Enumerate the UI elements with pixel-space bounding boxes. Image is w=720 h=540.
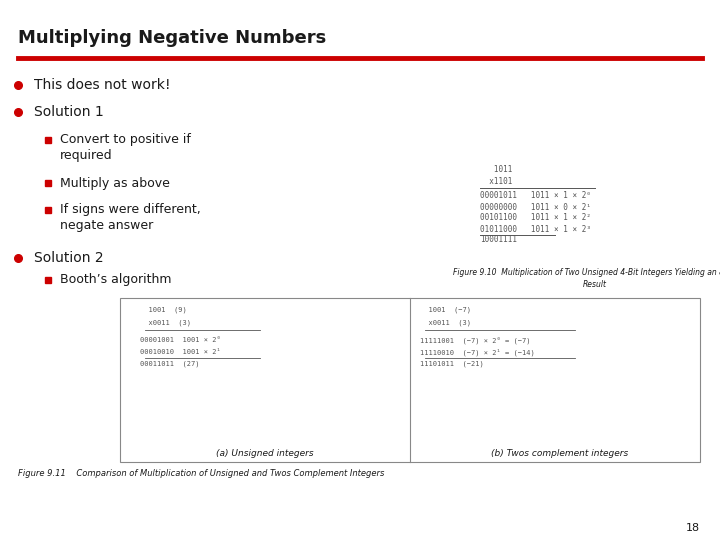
- Text: 00001011   1011 × 1 × 2⁰: 00001011 1011 × 1 × 2⁰: [480, 192, 591, 200]
- Text: 1001  (−7): 1001 (−7): [420, 307, 471, 313]
- Text: 00101100   1011 × 1 × 2²: 00101100 1011 × 1 × 2²: [480, 213, 591, 222]
- Text: 10001111: 10001111: [480, 235, 517, 245]
- Text: x1101: x1101: [480, 178, 513, 186]
- Text: negate answer: negate answer: [60, 219, 153, 233]
- Text: Multiply as above: Multiply as above: [60, 177, 170, 190]
- Text: (a) Unsigned integers: (a) Unsigned integers: [216, 449, 314, 457]
- Text: Solution 1: Solution 1: [34, 105, 104, 119]
- Text: 01011000   1011 × 1 × 2³: 01011000 1011 × 1 × 2³: [480, 225, 591, 233]
- Text: 00001001  1001 × 2⁰: 00001001 1001 × 2⁰: [140, 337, 221, 343]
- Text: Booth’s algorithm: Booth’s algorithm: [60, 273, 171, 287]
- Text: Figure 9.11    Comparison of Multiplication of Unsigned and Twos Complement Inte: Figure 9.11 Comparison of Multiplication…: [18, 469, 384, 478]
- Text: 11101011  (−21): 11101011 (−21): [420, 361, 484, 367]
- Text: 11111001  (−7) × 2⁰ = (−7): 11111001 (−7) × 2⁰ = (−7): [420, 336, 531, 344]
- Text: 1001  (9): 1001 (9): [140, 307, 186, 313]
- Text: 00000000   1011 × 0 × 2¹: 00000000 1011 × 0 × 2¹: [480, 202, 591, 212]
- Text: Figure 9.10  Multiplication of Two Unsigned 4-Bit Integers Yielding an 8-Bit
Res: Figure 9.10 Multiplication of Two Unsign…: [453, 268, 720, 289]
- Text: If signs were different,: If signs were different,: [60, 204, 201, 217]
- Text: This does not work!: This does not work!: [34, 78, 171, 92]
- Text: Multiplying Negative Numbers: Multiplying Negative Numbers: [18, 29, 326, 47]
- Text: x0011  (3): x0011 (3): [140, 320, 191, 326]
- Text: (b) Twos complement integers: (b) Twos complement integers: [491, 449, 629, 457]
- Text: Solution 2: Solution 2: [34, 251, 104, 265]
- Text: x0011  (3): x0011 (3): [420, 320, 471, 326]
- Text: Convert to positive if: Convert to positive if: [60, 133, 191, 146]
- Text: required: required: [60, 150, 112, 163]
- Text: 11110010  (−7) × 2¹ = (−14): 11110010 (−7) × 2¹ = (−14): [420, 348, 535, 356]
- Text: 18: 18: [686, 523, 700, 533]
- Text: 1011: 1011: [480, 165, 513, 174]
- Text: 00010010  1001 × 2¹: 00010010 1001 × 2¹: [140, 349, 221, 355]
- FancyBboxPatch shape: [120, 298, 700, 462]
- Text: 00011011  (27): 00011011 (27): [140, 361, 199, 367]
